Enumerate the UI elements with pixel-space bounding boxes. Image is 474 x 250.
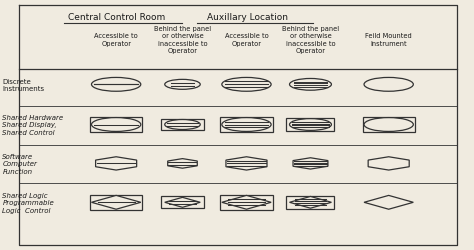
Polygon shape bbox=[222, 196, 271, 209]
Polygon shape bbox=[364, 196, 413, 209]
Ellipse shape bbox=[91, 78, 141, 92]
Polygon shape bbox=[293, 158, 328, 170]
Ellipse shape bbox=[222, 78, 271, 92]
Bar bbox=[161, 196, 204, 208]
Text: Shared Hardware
Shared Display,
Shared Control: Shared Hardware Shared Display, Shared C… bbox=[2, 114, 64, 136]
Bar bbox=[286, 196, 335, 209]
Bar bbox=[220, 195, 273, 210]
Text: Accessible to
Operator: Accessible to Operator bbox=[225, 33, 268, 47]
Text: Software
Computer
Function: Software Computer Function bbox=[2, 153, 37, 174]
Ellipse shape bbox=[290, 119, 331, 131]
Text: Auxillary Location: Auxillary Location bbox=[207, 13, 288, 22]
Text: Discrete
Instruments: Discrete Instruments bbox=[2, 78, 45, 92]
Ellipse shape bbox=[91, 118, 141, 132]
Polygon shape bbox=[165, 198, 200, 207]
Ellipse shape bbox=[290, 79, 331, 91]
Polygon shape bbox=[290, 197, 331, 208]
Ellipse shape bbox=[364, 78, 413, 92]
Polygon shape bbox=[168, 159, 197, 168]
Text: Accessible to
Operator: Accessible to Operator bbox=[94, 33, 138, 47]
Polygon shape bbox=[368, 157, 409, 170]
Text: Feild Mounted
Instrument: Feild Mounted Instrument bbox=[365, 33, 412, 47]
Text: Behind the panel
or otherwise
inaccessible to
Operator: Behind the panel or otherwise inaccessib… bbox=[282, 26, 339, 54]
Text: Shared Logic
Programmable
Logic  Control: Shared Logic Programmable Logic Control bbox=[2, 192, 54, 213]
Text: Behind the panel
or otherwise
inaccessible to
Operator: Behind the panel or otherwise inaccessib… bbox=[154, 26, 211, 54]
Ellipse shape bbox=[364, 118, 413, 132]
Text: Central Control Room: Central Control Room bbox=[67, 13, 165, 22]
Ellipse shape bbox=[165, 80, 200, 90]
Bar bbox=[90, 195, 142, 210]
Polygon shape bbox=[91, 196, 141, 209]
Bar bbox=[90, 118, 142, 132]
Polygon shape bbox=[226, 157, 267, 170]
Bar bbox=[286, 118, 335, 132]
Ellipse shape bbox=[222, 118, 271, 132]
Bar bbox=[161, 119, 204, 131]
Bar bbox=[220, 118, 273, 132]
Bar bbox=[363, 118, 415, 132]
Polygon shape bbox=[96, 157, 137, 170]
Ellipse shape bbox=[165, 120, 200, 130]
